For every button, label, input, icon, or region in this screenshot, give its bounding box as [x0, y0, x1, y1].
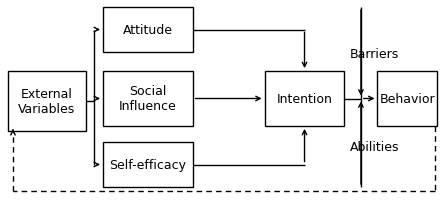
FancyArrowPatch shape — [359, 103, 363, 184]
FancyArrowPatch shape — [94, 28, 98, 33]
Bar — [264, 72, 345, 126]
Text: Abilities: Abilities — [350, 141, 399, 154]
Text: Behavior: Behavior — [380, 93, 435, 105]
Bar — [103, 8, 193, 53]
FancyArrowPatch shape — [364, 97, 373, 101]
Text: External
Variables: External Variables — [18, 88, 76, 115]
Text: Barriers: Barriers — [350, 48, 399, 61]
FancyArrowPatch shape — [11, 130, 15, 135]
Bar — [103, 142, 193, 187]
FancyArrowPatch shape — [195, 97, 260, 101]
Bar — [103, 72, 193, 126]
FancyArrowPatch shape — [94, 162, 98, 167]
Bar — [8, 72, 86, 131]
Text: Attitude: Attitude — [123, 24, 173, 37]
Text: Self-efficacy: Self-efficacy — [109, 158, 186, 171]
FancyArrowPatch shape — [302, 131, 307, 162]
FancyArrowPatch shape — [302, 33, 307, 67]
Text: Social
Influence: Social Influence — [119, 85, 177, 113]
Text: Intention: Intention — [276, 93, 332, 105]
FancyArrowPatch shape — [94, 97, 98, 101]
Bar — [377, 72, 437, 126]
FancyArrowPatch shape — [359, 11, 363, 95]
